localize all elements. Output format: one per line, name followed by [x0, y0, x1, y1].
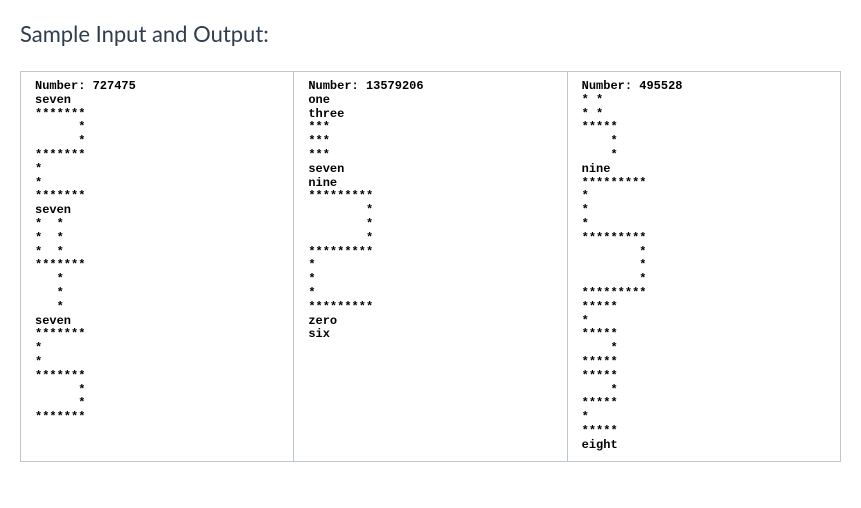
samples-table: Number: 727475 seven ******* * * *******… [20, 71, 841, 462]
sample-column-2: Number: 13579206 one three *** *** *** s… [294, 72, 567, 461]
sample-output-1: Number: 727475 seven ******* * * *******… [35, 80, 281, 425]
sample-output-3: Number: 495528 * * * * ***** * * nine **… [582, 80, 828, 453]
sample-column-3: Number: 495528 * * * * ***** * * nine **… [568, 72, 840, 461]
sample-column-1: Number: 727475 seven ******* * * *******… [21, 72, 294, 461]
section-heading: Sample Input and Output: [20, 20, 841, 47]
sample-output-2: Number: 13579206 one three *** *** *** s… [308, 80, 554, 342]
